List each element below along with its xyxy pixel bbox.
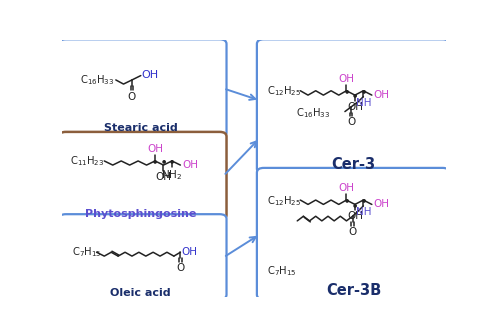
Text: Oleic acid: Oleic acid xyxy=(111,288,171,298)
Text: OH: OH xyxy=(182,160,198,170)
Text: $\mathsf{C_{16}H_{33}}$: $\mathsf{C_{16}H_{33}}$ xyxy=(297,106,331,120)
Text: $\mathsf{C_{12}H_{25}}$: $\mathsf{C_{12}H_{25}}$ xyxy=(266,85,301,99)
Text: ●: ● xyxy=(153,158,157,163)
Text: Cer-3B: Cer-3B xyxy=(326,283,381,298)
FancyBboxPatch shape xyxy=(257,39,449,173)
Text: Phytosphingosine: Phytosphingosine xyxy=(85,209,196,219)
Text: O: O xyxy=(349,227,357,237)
Text: O: O xyxy=(128,92,136,102)
Text: OH: OH xyxy=(181,247,197,257)
Text: ●: ● xyxy=(170,158,174,163)
Text: Stearic acid: Stearic acid xyxy=(104,123,178,133)
Text: $\mathsf{NH_2}$: $\mathsf{NH_2}$ xyxy=(161,168,183,182)
Text: ●: ● xyxy=(344,88,349,93)
Text: $\mathsf{C_{11}H_{23}}$: $\mathsf{C_{11}H_{23}}$ xyxy=(70,154,105,168)
FancyBboxPatch shape xyxy=(59,132,227,219)
Text: $\mathsf{C_7H_{15}}$: $\mathsf{C_7H_{15}}$ xyxy=(266,265,296,279)
Text: ●: ● xyxy=(344,197,349,202)
Text: OH: OH xyxy=(155,172,172,182)
Text: OH: OH xyxy=(347,102,363,112)
Text: OH: OH xyxy=(141,70,159,80)
Text: $\mathsf{C_{16}H_{33}}$: $\mathsf{C_{16}H_{33}}$ xyxy=(80,73,115,87)
Text: $\mathsf{C_{12}H_{25}}$: $\mathsf{C_{12}H_{25}}$ xyxy=(266,194,301,208)
Text: ●: ● xyxy=(361,197,366,202)
Text: NH: NH xyxy=(356,207,371,217)
Text: OH: OH xyxy=(373,199,389,209)
FancyBboxPatch shape xyxy=(59,214,227,299)
Text: OH: OH xyxy=(373,90,389,100)
Text: OH: OH xyxy=(338,183,355,193)
Text: ●: ● xyxy=(161,158,166,163)
Text: O: O xyxy=(347,117,355,127)
FancyBboxPatch shape xyxy=(257,168,449,299)
Text: OH: OH xyxy=(347,211,363,221)
Text: Cer-3: Cer-3 xyxy=(331,157,375,172)
Text: ●: ● xyxy=(353,93,357,98)
Text: O: O xyxy=(176,263,185,273)
Text: OH: OH xyxy=(338,74,355,84)
Text: ●: ● xyxy=(353,202,357,207)
FancyBboxPatch shape xyxy=(59,39,227,137)
Text: $\mathsf{C_7H_{15}}$: $\mathsf{C_7H_{15}}$ xyxy=(71,245,101,259)
Text: NH: NH xyxy=(356,98,371,108)
Text: ●: ● xyxy=(361,88,366,93)
Text: OH: OH xyxy=(147,144,163,154)
